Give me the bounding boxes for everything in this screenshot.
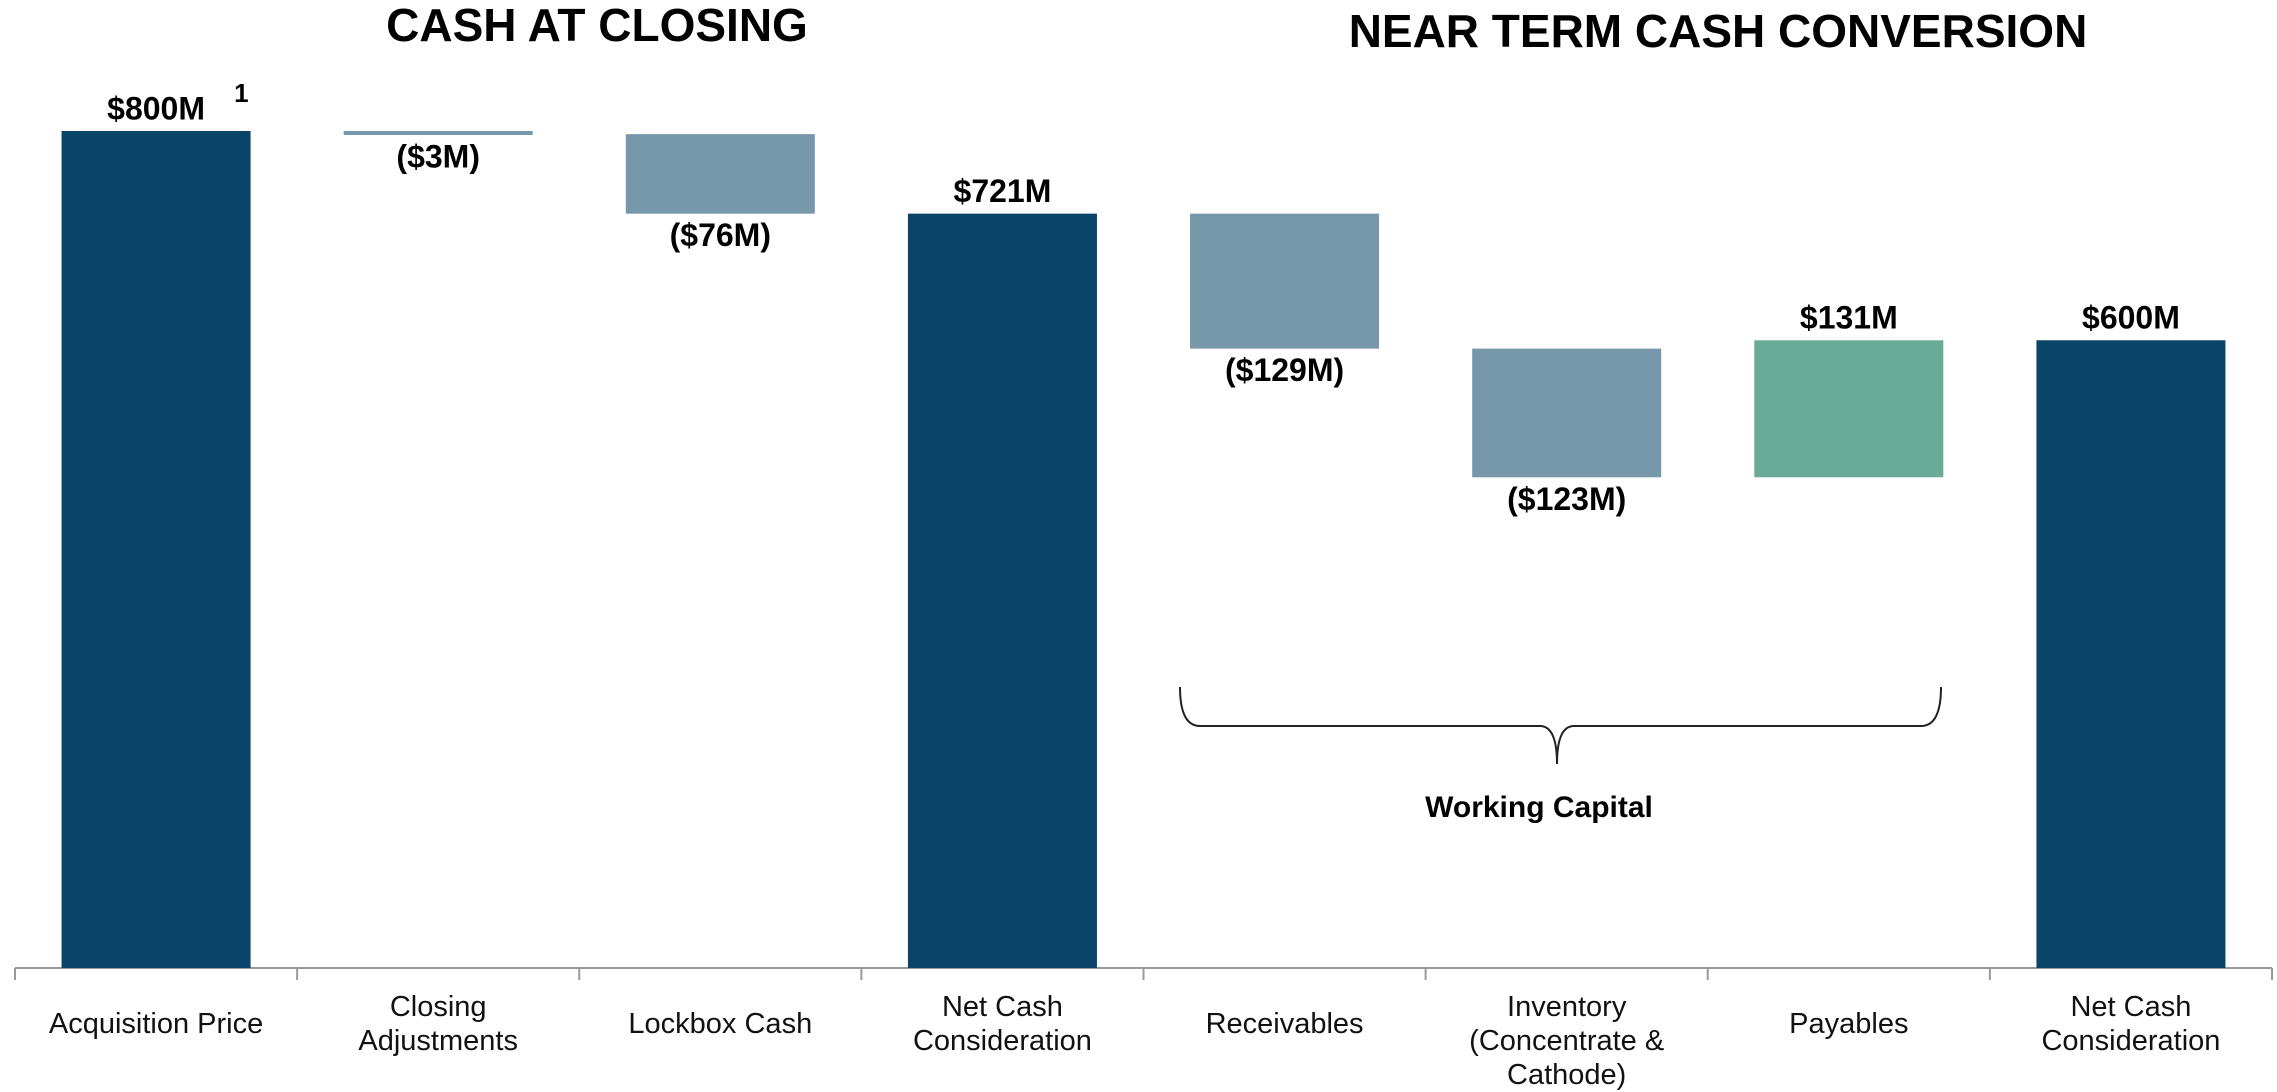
value-label: ($123M) <box>1507 481 1626 517</box>
x-tick-label: Inventory (Concentrate & Cathode) <box>1469 991 1665 1091</box>
x-tick-label: Lockbox Cash <box>628 1008 813 1040</box>
section-title: NEAR TERM CASH CONVERSION <box>1349 5 2088 57</box>
value-label: $131M <box>1800 300 1898 336</box>
bar <box>1754 340 1944 478</box>
value-label: ($3M) <box>396 138 480 174</box>
bar <box>1472 348 1662 478</box>
value-label: ($76M) <box>670 217 771 253</box>
annotation: Working Capital <box>1425 791 1653 824</box>
value-label: $721M <box>954 173 1052 209</box>
value-label: $800M <box>107 90 205 126</box>
bar <box>1190 213 1380 349</box>
bar <box>2036 340 2226 968</box>
x-tick-label: Payables <box>1789 1008 1909 1040</box>
value-label: $600M <box>2082 300 2180 336</box>
x-tick-label: Receivables <box>1205 1008 1364 1040</box>
bar <box>61 131 251 968</box>
value-label: ($129M) <box>1225 352 1344 388</box>
footnote-marker: 1 <box>234 78 248 108</box>
x-tick-label: Net Cash Consideration <box>912 991 1092 1057</box>
bar <box>343 131 533 135</box>
bar <box>625 134 815 214</box>
x-tick-label: Net Cash Consideration <box>2041 991 2221 1057</box>
bar <box>907 213 1097 968</box>
section-title: CASH AT CLOSING <box>386 0 808 51</box>
brace <box>1179 686 1942 765</box>
x-tick-label: Closing Adjustments <box>358 991 518 1057</box>
x-tick-label: Acquisition Price <box>48 1008 264 1040</box>
